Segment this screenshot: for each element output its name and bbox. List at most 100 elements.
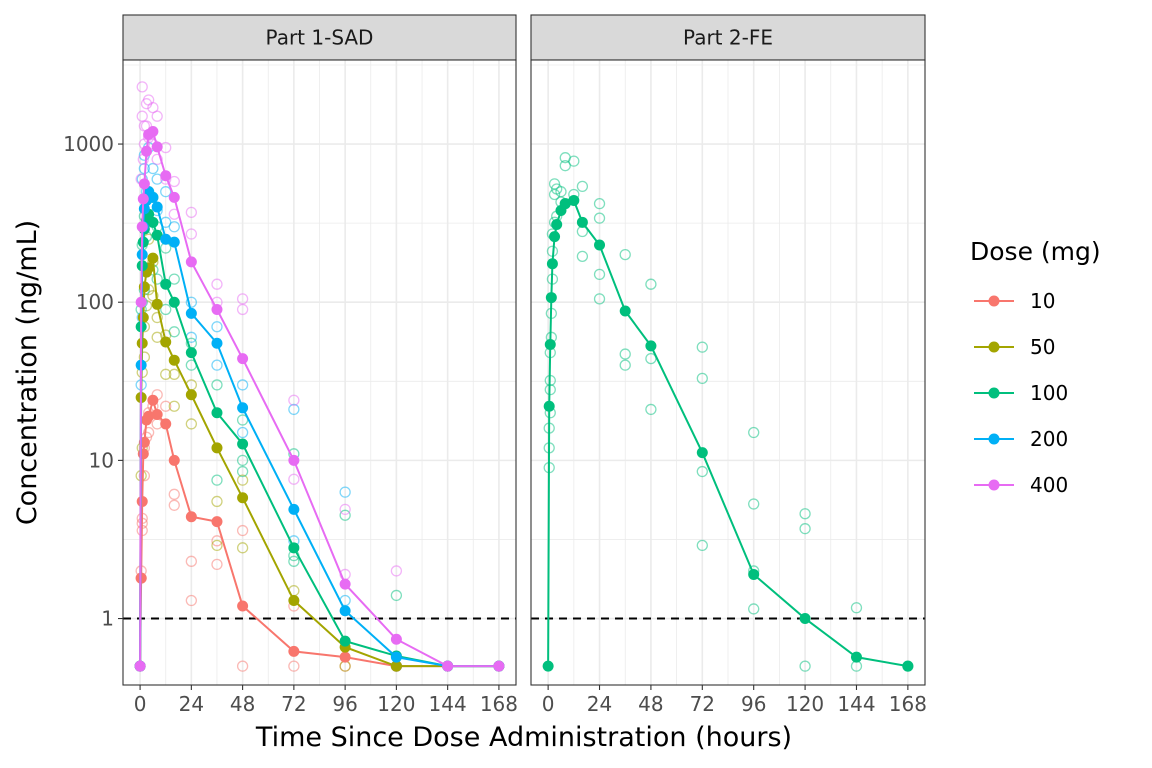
observation-point-100 — [799, 508, 811, 520]
x-tick-label: 48 — [230, 692, 255, 716]
observation-point-400 — [288, 473, 300, 485]
x-tick-label: 0 — [542, 692, 555, 716]
legend-item-400: 400 — [974, 473, 1068, 497]
legend-label: 10 — [1030, 289, 1055, 313]
series-point-200 — [138, 203, 150, 215]
observation-point-100 — [748, 603, 760, 615]
series-point-200 — [339, 605, 351, 617]
observation-point-100 — [236, 465, 249, 478]
x-tick-label: 72 — [281, 692, 306, 716]
observation-point-100 — [160, 303, 172, 316]
series-point-200 — [211, 337, 223, 349]
legend-key-point — [988, 479, 1000, 491]
x-tick-label: 144 — [837, 692, 875, 716]
series-point-50 — [168, 354, 180, 366]
series-point-100 — [645, 340, 657, 352]
series-point-100 — [619, 305, 631, 317]
series-point-200 — [160, 233, 172, 245]
series-point-100 — [542, 660, 554, 672]
series-point-100 — [568, 194, 580, 206]
series-10 — [134, 394, 505, 672]
legend-item-50: 50 — [974, 335, 1055, 359]
series-point-100 — [748, 568, 760, 580]
observation-point-100 — [748, 498, 760, 510]
observation-point-50 — [211, 495, 223, 508]
observation-point-100 — [168, 273, 180, 285]
legend-key-point — [988, 341, 1000, 353]
series-point-10 — [339, 651, 351, 663]
observation-point-200 — [211, 321, 223, 333]
observation-point-100 — [593, 197, 606, 210]
observation-point-100 — [576, 250, 589, 262]
series-point-100 — [288, 542, 300, 554]
series-point-100 — [902, 660, 914, 672]
y-axis: 1 10 100 1000 — [63, 132, 123, 631]
observation-point-100 — [288, 555, 300, 567]
observation-point-200 — [147, 162, 159, 175]
observation-point-200 — [236, 426, 249, 439]
observation-point-100 — [748, 426, 760, 439]
series-point-50 — [237, 492, 249, 504]
series-point-400 — [288, 454, 300, 466]
observation-point-10 — [138, 470, 151, 482]
series-point-10 — [143, 410, 155, 422]
series-point-100 — [696, 447, 708, 459]
series-point-400 — [237, 353, 249, 365]
series-point-100 — [185, 347, 197, 359]
series-point-400 — [136, 221, 148, 233]
observation-point-10 — [236, 524, 249, 537]
series-point-100 — [545, 292, 557, 304]
observation-point-100 — [645, 352, 657, 365]
series-point-400 — [185, 256, 197, 268]
series-point-400 — [160, 170, 172, 182]
observation-point-100 — [619, 359, 631, 371]
series-point-400 — [390, 633, 402, 645]
observation-point-100 — [211, 379, 223, 391]
observation-point-100 — [619, 348, 631, 360]
x-tick-label: 48 — [638, 692, 663, 716]
observation-point-400 — [168, 175, 180, 188]
series-point-200 — [288, 503, 300, 515]
series-50 — [134, 252, 505, 672]
x-tick-label: 96 — [741, 692, 766, 716]
series-point-400 — [151, 141, 163, 153]
observation-point-50 — [185, 418, 197, 430]
series-point-10 — [136, 495, 148, 507]
observation-point-200 — [168, 221, 180, 233]
series-point-200 — [147, 191, 159, 203]
series-point-10 — [151, 409, 163, 421]
series-point-10 — [185, 511, 197, 523]
observation-point-100 — [555, 186, 567, 198]
y-tick-label: 10 — [89, 448, 114, 472]
observation-point-100 — [151, 273, 163, 285]
legend-item-10: 10 — [974, 289, 1055, 313]
series-point-100 — [544, 339, 556, 351]
y-tick-label: 1000 — [63, 132, 114, 156]
panel-border — [530, 59, 926, 686]
facet-strip-label: Part 1-SAD — [266, 26, 374, 50]
observation-point-100 — [696, 341, 708, 353]
observation-point-400 — [339, 503, 351, 516]
observation-point-10 — [168, 499, 180, 511]
x-tick-label: 120 — [786, 692, 824, 716]
observation-point-400 — [136, 81, 148, 93]
observation-point-10 — [160, 400, 172, 412]
series-point-10 — [288, 645, 300, 657]
series-point-100 — [339, 635, 351, 647]
series-point-10 — [211, 516, 223, 528]
series-point-400 — [147, 126, 159, 138]
observation-point-100 — [559, 160, 571, 172]
observation-point-100 — [236, 454, 249, 467]
observation-point-50 — [236, 542, 249, 554]
series-point-50 — [137, 312, 149, 324]
series-point-50 — [160, 336, 172, 348]
series-point-100 — [543, 400, 555, 412]
legend: Dose (mg) 10 50 100 200 400 — [970, 237, 1101, 497]
legend-title: Dose (mg) — [970, 237, 1101, 266]
observation-point-100 — [696, 372, 708, 385]
legend-label: 50 — [1030, 335, 1055, 359]
observation-point-100 — [619, 248, 631, 261]
legend-item-200: 200 — [974, 427, 1068, 451]
y-tick-label: 1 — [101, 607, 114, 631]
series-point-400 — [137, 193, 149, 205]
